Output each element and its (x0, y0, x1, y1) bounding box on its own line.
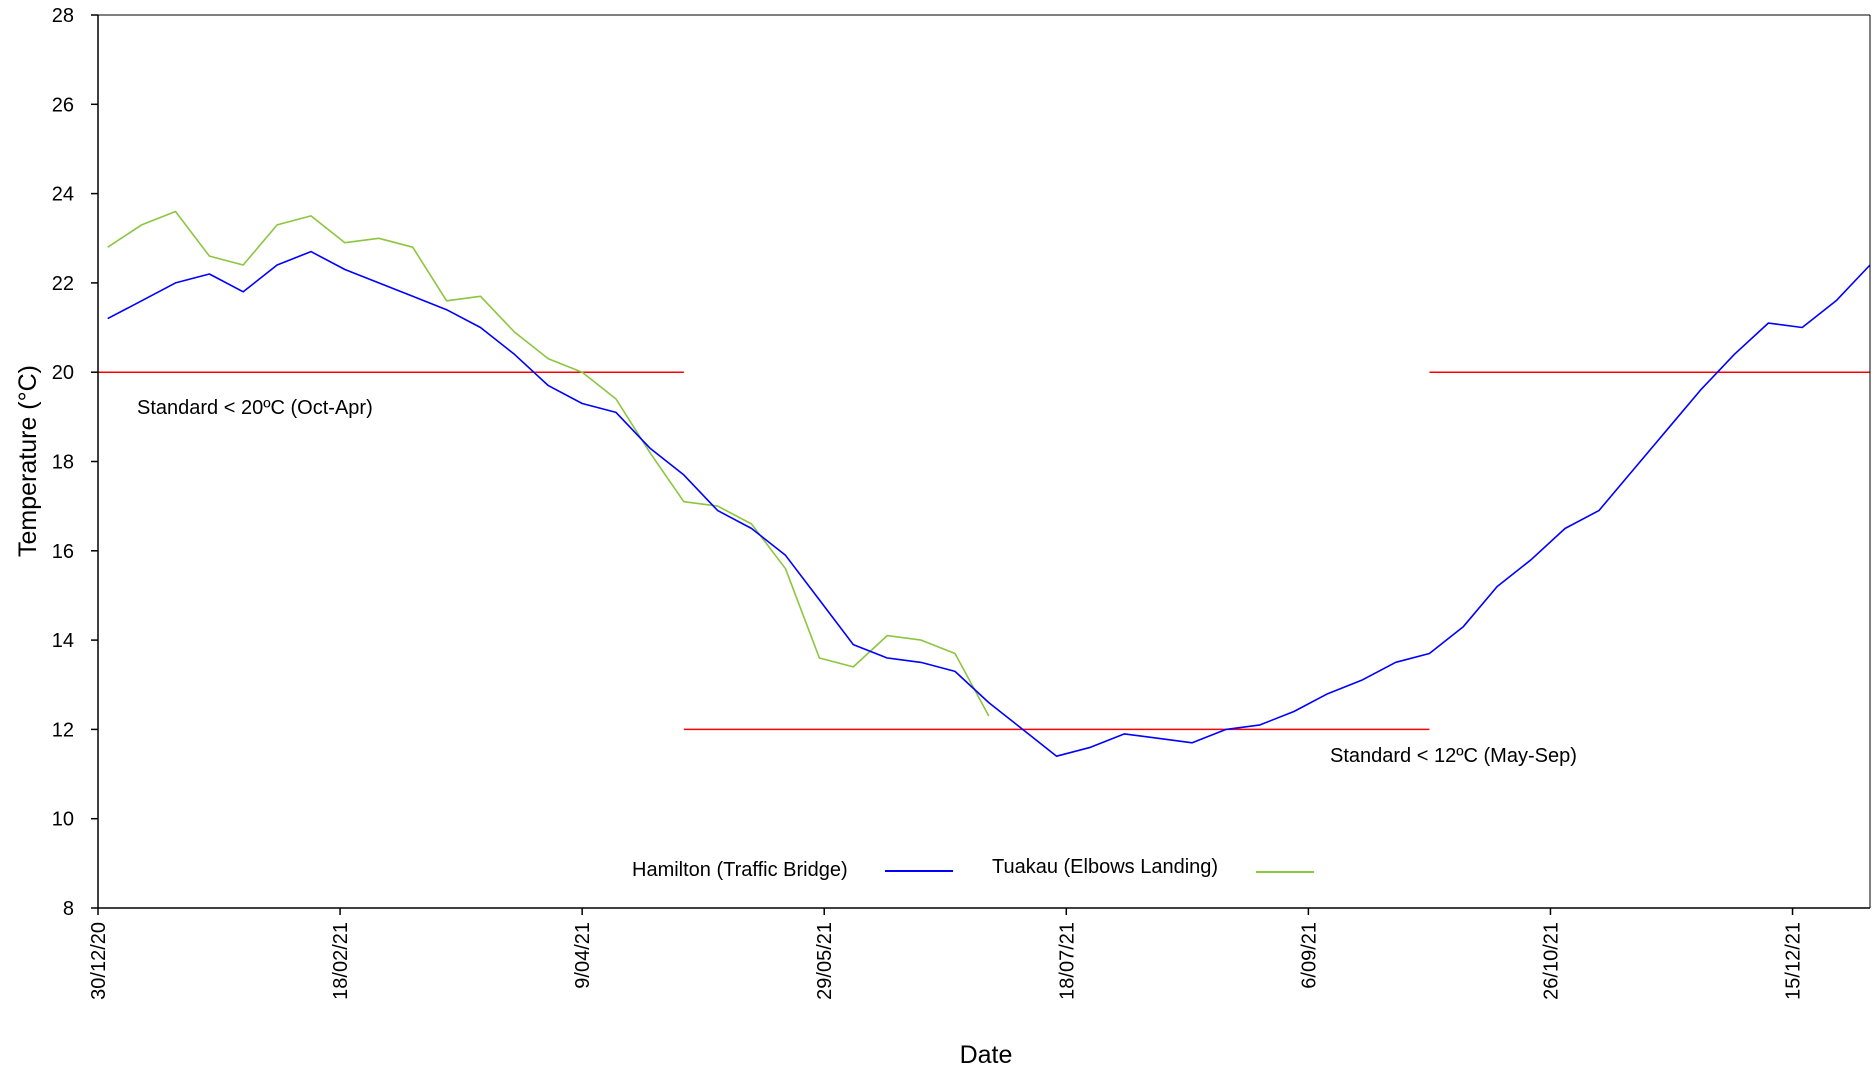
series-line-tuakau (107, 210, 990, 717)
x-axis-title: Date (960, 1041, 1013, 1069)
legend-label-tuakau: Tuakau (Elbows Landing) (992, 856, 1218, 878)
x-tick-label: 15/12/21 (1783, 922, 1805, 1000)
y-ticks: 8 10 12 14 16 18 20 22 24 26 28 (52, 5, 98, 920)
y-tick-label: 20 (52, 362, 74, 384)
legend-label-hamilton: Hamilton (Traffic Bridge) (632, 859, 848, 881)
y-tick-label: 14 (52, 630, 74, 652)
y-tick-label: 22 (52, 273, 74, 295)
x-tick-label: 18/02/21 (330, 922, 352, 1000)
y-tick-label: 12 (52, 719, 74, 741)
y-tick-label: 18 (52, 452, 74, 474)
annotation-standard-20: Standard < 20ºC (Oct-Apr) (137, 397, 373, 419)
axes (97, 14, 1871, 909)
y-axis-title: Temperature (°C) (14, 365, 42, 557)
annotation-standard-12: Standard < 12ºC (May-Sep) (1330, 745, 1577, 767)
x-tick-label: 6/09/21 (1298, 922, 1320, 989)
y-tick-label: 26 (52, 94, 74, 116)
x-tick-label: 26/10/21 (1540, 922, 1562, 1000)
x-tick-label: 9/04/21 (572, 922, 594, 989)
x-tick-label: 29/05/21 (814, 922, 836, 1000)
y-tick-label: 16 (52, 541, 74, 563)
y-tick-label: 24 (52, 184, 74, 206)
series-lines (107, 210, 1871, 758)
y-tick-label: 8 (63, 898, 74, 920)
x-ticks: 30/12/20 18/02/21 9/04/21 29/05/21 18/07/21 6… (88, 908, 1805, 1000)
series-line-hamilton (107, 250, 1871, 758)
y-tick-label: 28 (52, 5, 74, 27)
y-tick-label: 10 (52, 809, 74, 831)
legend: Hamilton (Traffic Bridge) Tuakau (Elbows… (632, 856, 1314, 881)
x-tick-label: 18/07/21 (1056, 922, 1078, 1000)
standard-lines (98, 371, 1870, 731)
x-tick-label: 30/12/20 (88, 922, 110, 1000)
